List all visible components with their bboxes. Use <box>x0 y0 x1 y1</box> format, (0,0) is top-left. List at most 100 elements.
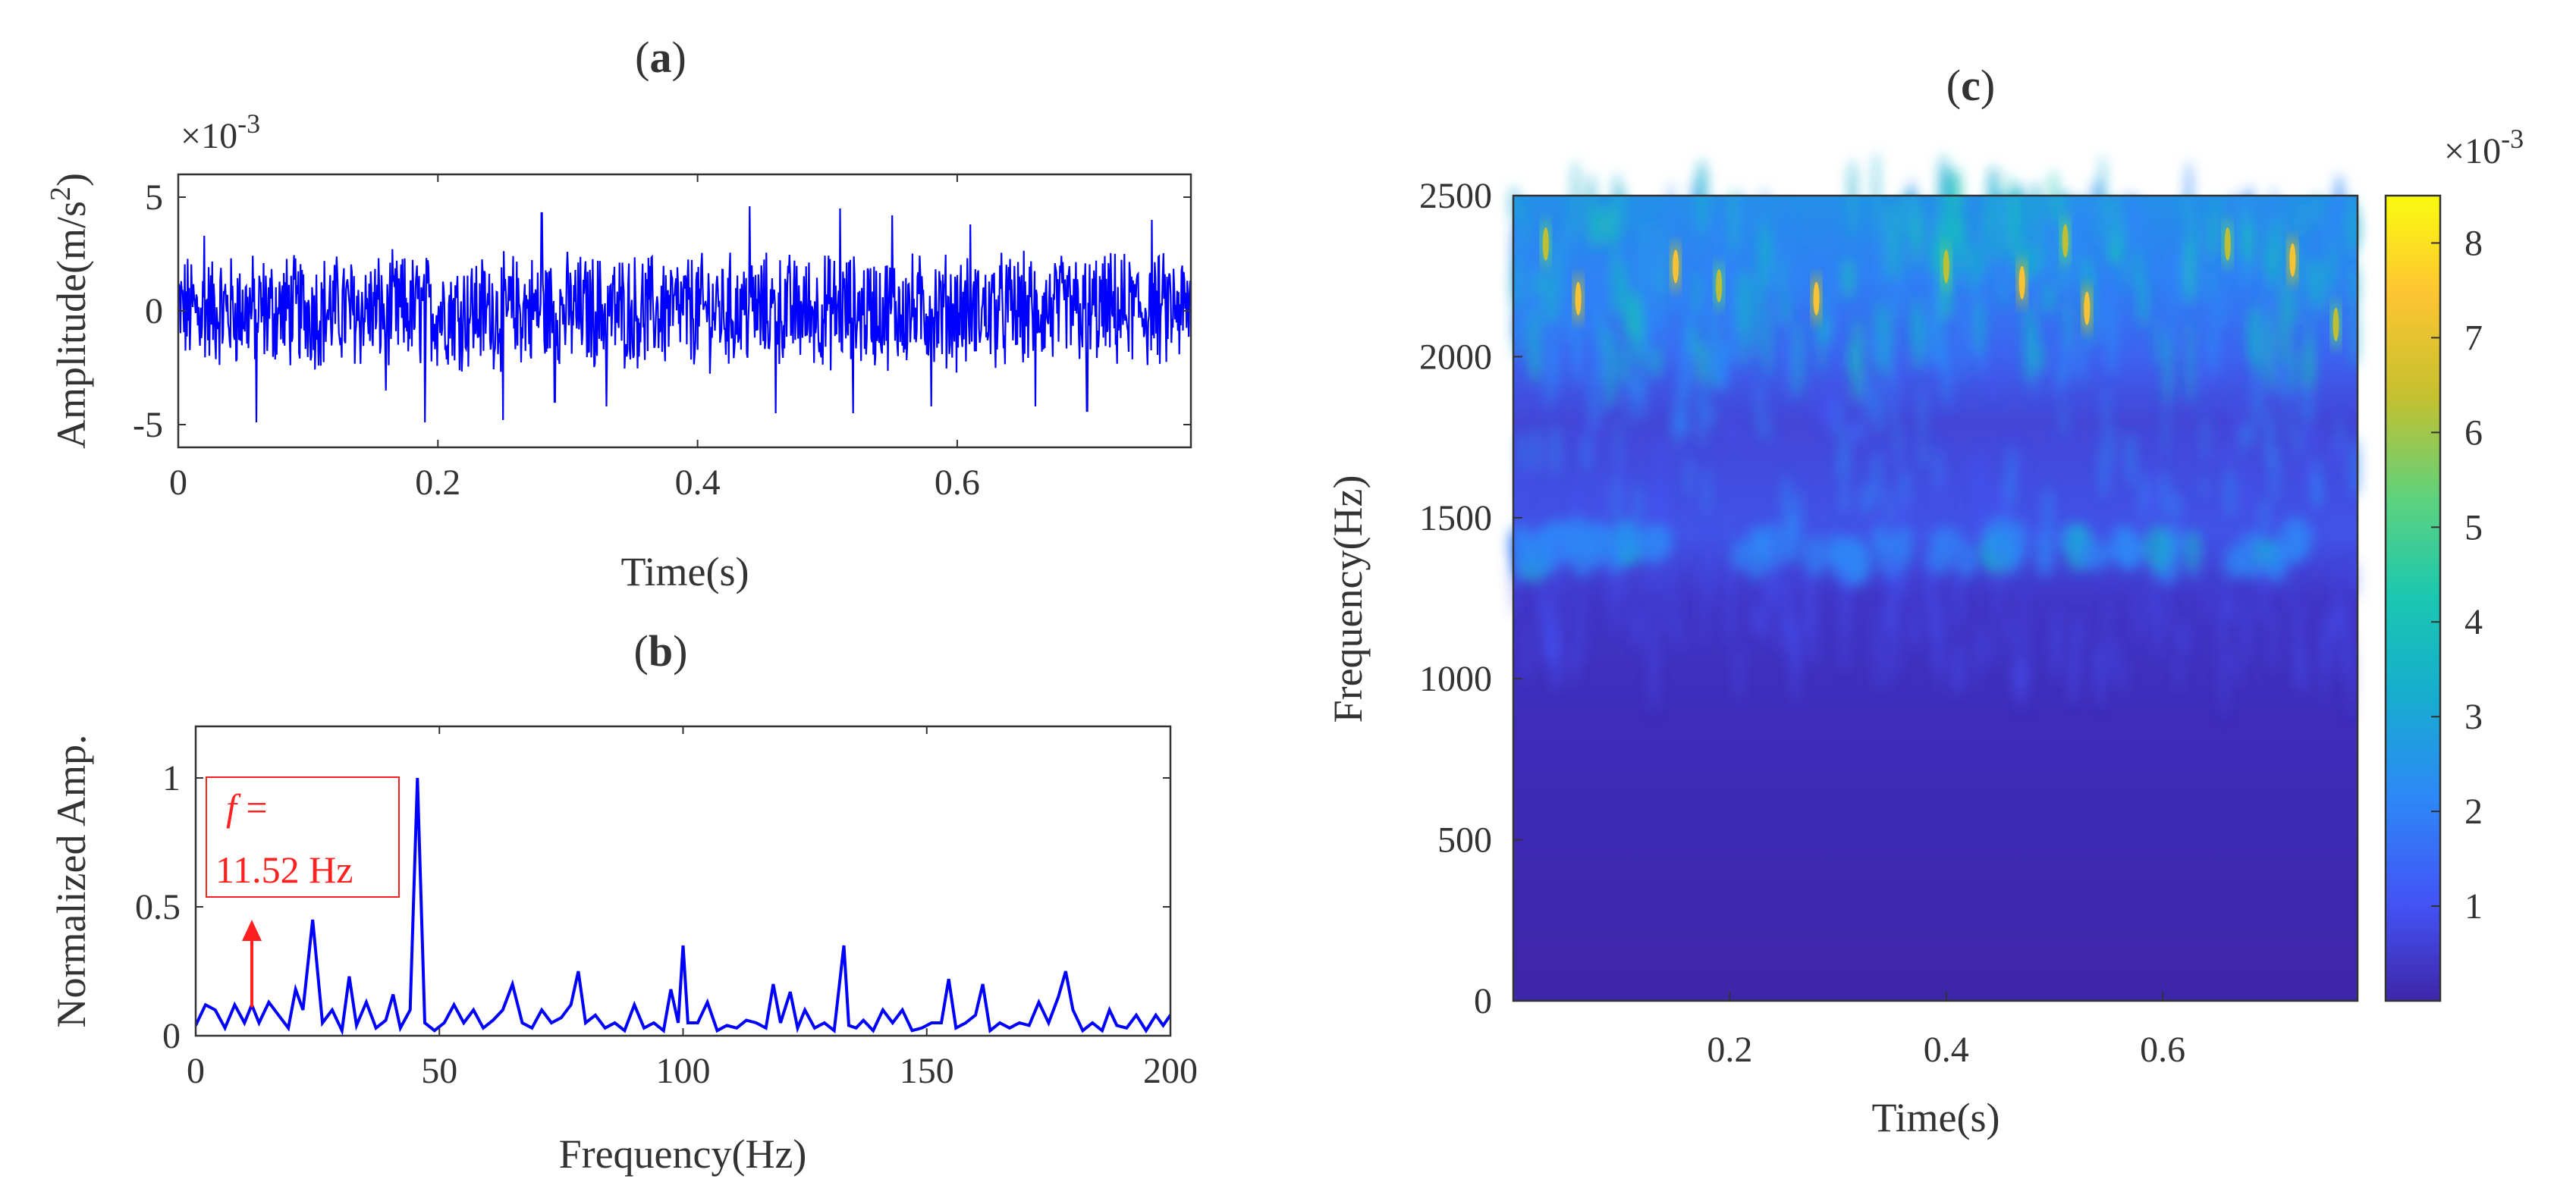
panel-c-heatmap-cell <box>1697 340 1706 387</box>
panel-c-heatmap-cell <box>1703 465 1711 517</box>
panel-c-heatmap-cell <box>2123 660 2127 696</box>
panel-c-heatmap-cell <box>1817 313 1829 348</box>
panel-c-heatmap-cell <box>2078 210 2086 254</box>
panel-c-heatmap-cell <box>2119 221 2125 293</box>
panel-c-heatmap-cell <box>1761 610 1770 642</box>
panel-c-heatmap-cell <box>1860 481 1871 517</box>
panel-b-annotation-line2: 11.52 Hz <box>215 848 353 891</box>
panel-c-heatmap-cell <box>1833 399 1841 442</box>
panel-b-annotation-arrowhead <box>242 920 262 941</box>
panel-c-heatmap-cell <box>1968 459 1975 484</box>
panel-c-heatmap-cell <box>2135 587 2140 644</box>
panel-c-heatmap-cell <box>1572 161 1579 241</box>
panel-c-heatmap-cell <box>2185 619 2189 656</box>
panel-c-heatmap-cell <box>2009 445 2015 508</box>
panel-c-heatmap-cell <box>2103 387 2110 447</box>
panel-c-heatmap-cell <box>2275 360 2286 399</box>
panel-c-heatmap-cell <box>2137 276 2149 328</box>
panel-c-heatmap-cell <box>2304 419 2314 454</box>
panel-c-heatmap-cell <box>1863 367 1872 422</box>
panel-c-colorbar-ticks: 1 2 3 4 5 6 7 8 <box>2431 223 2483 927</box>
panel-c-heatmap-cell <box>1740 193 1746 227</box>
panel-c-heatmap-cell <box>2339 588 2344 636</box>
panel-c-ytick-label: 1000 <box>1419 659 1492 699</box>
panel-c-heatmap-cell <box>1601 315 1606 354</box>
panel-c-heatmap-cell <box>1808 610 1815 665</box>
panel-c-heatmap-cell <box>2281 275 2291 366</box>
panel-c-heatmap-cell <box>2245 420 2255 447</box>
panel-b-ytick-label: 0.5 <box>135 887 181 927</box>
panel-c-heatmap-cell <box>2106 290 2118 375</box>
panel-c-heatmap-cell <box>1612 472 1621 528</box>
panel-c-heatmap-cell <box>1692 270 1701 317</box>
panel-c-heatmap-cell <box>2032 320 2039 371</box>
panel-c-heatmap-cell <box>2201 475 2207 499</box>
panel-c-heatmap-cell <box>1708 403 1716 429</box>
panel-a-exponent: ×10-3 <box>181 108 260 156</box>
panel-c-heatmap-cell <box>1696 159 1707 235</box>
panel-c-heatmap-cell <box>1761 228 1772 274</box>
panel-c-heatmap-cell <box>1603 203 1614 246</box>
panel-c-heatmap-cell <box>2043 485 2053 542</box>
panel-c-heatmap-cell <box>1555 531 1563 605</box>
panel-c-heatmap-cell <box>2023 300 2036 385</box>
panel-b-xtick-label: 0 <box>187 1051 205 1091</box>
panel-c-heatmap-cell <box>2265 406 2275 469</box>
panel-c-heatmap-cell <box>2219 284 2226 331</box>
panel-c-heatmap-cell <box>1619 340 1630 387</box>
panel-c-heatmap-cell <box>1753 601 1761 635</box>
panel-c-heatmap-cell <box>2053 619 2058 687</box>
panel-c-heatmap-cell <box>1518 430 1526 473</box>
panel-c-heatmap-cell <box>2160 469 2169 519</box>
panel-c-label: (c) <box>1946 61 1995 110</box>
panel-c-heatmap-cell <box>1847 342 1855 377</box>
panel-c-heatmap-cell <box>1927 563 1936 641</box>
panel-c-heatmap-cell <box>1934 601 1940 677</box>
panel-a-ytick-label: 0 <box>145 291 163 331</box>
panel-c-heatmap-cell <box>2271 609 2276 675</box>
panel-c-heatmap-cell <box>2176 623 2183 655</box>
panel-c-xtick-label: 0.6 <box>2140 1030 2185 1070</box>
panel-c-heatmap-cell <box>2097 644 2105 707</box>
panel-c-heatmap-cell <box>2118 524 2138 568</box>
panel-c-heatmap-cell <box>2314 259 2326 315</box>
panel-c-heatmap-cell <box>2349 262 2359 310</box>
panel-c-heatmap-cell <box>2298 200 2304 240</box>
panel-c-heatmap-cell <box>2132 249 2143 291</box>
panel-b: (b) 0 50 100 150 200 0 0.5 1 f = 11.52 Hz Frequ… <box>49 626 1198 1177</box>
panel-b-ytick-label: 1 <box>162 758 181 798</box>
panel-c-heatmap-cell <box>2203 356 2211 391</box>
panel-b-spectrum-group <box>196 777 1170 1036</box>
panel-c-heatmap-cell <box>1736 643 1742 704</box>
panel-c-heatmap-cell <box>2232 191 2238 234</box>
panel-c-heatmap-cell <box>1691 179 1698 263</box>
panel-c-heatmap-cell <box>1616 259 1629 317</box>
panel-c-heatmap-cell <box>1795 320 1803 398</box>
panel-c-heatmap-cell <box>1952 642 1960 698</box>
panel-b-xtick-label: 100 <box>656 1051 711 1091</box>
panel-c-heatmap-cell <box>1791 575 1795 667</box>
panel-c-heatmap-cell <box>1794 257 1805 307</box>
panel-c-heatmap-cell <box>1975 297 1985 355</box>
panel-c-heatmap-cell <box>1780 564 1786 635</box>
panel-c-colorbar-tick-label: 6 <box>2464 412 2483 453</box>
panel-c-heatmap-cell <box>1589 205 1601 249</box>
panel-c-heatmap-cell <box>1895 596 1899 658</box>
panel-c-heatmap-cell <box>1773 522 1776 613</box>
panel-c-heatmap-cell <box>1598 390 1604 424</box>
panel-c-hotspot <box>1943 249 1949 284</box>
panel-a-label: (a) <box>635 33 686 82</box>
panel-c-heatmap-cell <box>1957 218 1968 268</box>
panel-c-colorbar-tick-label: 5 <box>2464 507 2483 547</box>
panel-c-heatmap-cell <box>2110 425 2116 469</box>
panel-c-heatmap-cell <box>1707 535 1714 612</box>
panel-c-heatmap-cell <box>2031 182 2041 237</box>
panel-c-heatmap-cell <box>2103 201 2116 250</box>
panel-c-heatmap-cell <box>2295 597 2302 670</box>
panel-c-heatmap-cell <box>2306 315 2313 359</box>
panel-c-heatmap-cell <box>1894 418 1901 466</box>
panel-c-heatmap-cell <box>2092 179 2100 226</box>
panel-c-heatmap-cell <box>1764 302 1772 378</box>
panel-c-heatmap-cell <box>1913 595 1918 648</box>
panel-b-xlabel: Frequency(Hz) <box>559 1131 807 1177</box>
